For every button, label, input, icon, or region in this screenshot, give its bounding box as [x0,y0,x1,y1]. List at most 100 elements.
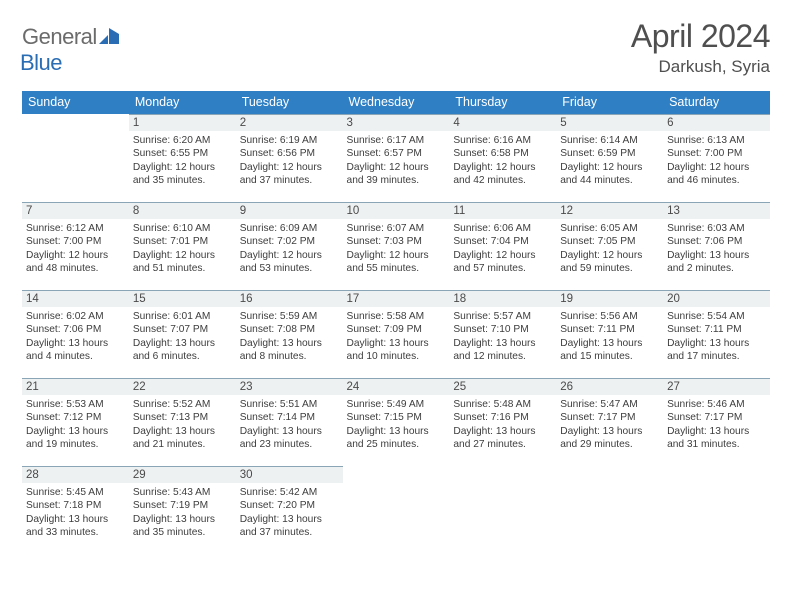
day-cell-inner: 27Sunrise: 5:46 AMSunset: 7:17 PMDayligh… [663,378,770,466]
sunrise-line: Sunrise: 5:53 AM [26,398,125,411]
sunrise-line: Sunrise: 5:58 AM [347,310,446,323]
day-number: 22 [129,378,236,395]
daylight-line-1: Daylight: 13 hours [240,425,339,438]
day-content: Sunrise: 5:47 AMSunset: 7:17 PMDaylight:… [556,395,663,466]
day-content: Sunrise: 6:16 AMSunset: 6:58 PMDaylight:… [449,131,556,202]
daylight-line-1: Daylight: 13 hours [667,425,766,438]
day-number: 8 [129,202,236,219]
sunrise-line: Sunrise: 6:12 AM [26,222,125,235]
location: Darkush, Syria [631,57,770,77]
calendar-day-cell [556,466,663,554]
calendar-day-cell: 2Sunrise: 6:19 AMSunset: 6:56 PMDaylight… [236,114,343,202]
sunset-line: Sunset: 7:16 PM [453,411,552,424]
calendar-day-cell: 30Sunrise: 5:42 AMSunset: 7:20 PMDayligh… [236,466,343,554]
daylight-line-1: Daylight: 13 hours [667,249,766,262]
daylight-line-2: and 12 minutes. [453,350,552,363]
calendar-day-cell: 24Sunrise: 5:49 AMSunset: 7:15 PMDayligh… [343,378,450,466]
daylight-line-1: Daylight: 12 hours [240,249,339,262]
daylight-line-1: Daylight: 12 hours [560,249,659,262]
sunset-line: Sunset: 7:14 PM [240,411,339,424]
day-cell-inner: 25Sunrise: 5:48 AMSunset: 7:16 PMDayligh… [449,378,556,466]
daylight-line-1: Daylight: 12 hours [240,161,339,174]
weekday-header: Thursday [449,91,556,114]
calendar-day-cell: 21Sunrise: 5:53 AMSunset: 7:12 PMDayligh… [22,378,129,466]
day-number: 13 [663,202,770,219]
calendar-day-cell: 22Sunrise: 5:52 AMSunset: 7:13 PMDayligh… [129,378,236,466]
weekday-header: Monday [129,91,236,114]
daylight-line-2: and 17 minutes. [667,350,766,363]
day-content: Sunrise: 6:09 AMSunset: 7:02 PMDaylight:… [236,219,343,290]
daylight-line-1: Daylight: 13 hours [453,425,552,438]
daylight-line-2: and 53 minutes. [240,262,339,275]
day-cell-inner: 29Sunrise: 5:43 AMSunset: 7:19 PMDayligh… [129,466,236,554]
day-cell-inner: 20Sunrise: 5:54 AMSunset: 7:11 PMDayligh… [663,290,770,378]
day-content: Sunrise: 6:12 AMSunset: 7:00 PMDaylight:… [22,219,129,290]
day-content: Sunrise: 5:45 AMSunset: 7:18 PMDaylight:… [22,483,129,554]
day-content: Sunrise: 5:52 AMSunset: 7:13 PMDaylight:… [129,395,236,466]
sunrise-line: Sunrise: 5:42 AM [240,486,339,499]
sunset-line: Sunset: 7:13 PM [133,411,232,424]
sunrise-line: Sunrise: 5:45 AM [26,486,125,499]
calendar-day-cell: 18Sunrise: 5:57 AMSunset: 7:10 PMDayligh… [449,290,556,378]
sunset-line: Sunset: 7:11 PM [667,323,766,336]
day-cell-inner: 22Sunrise: 5:52 AMSunset: 7:13 PMDayligh… [129,378,236,466]
day-cell-inner: 7Sunrise: 6:12 AMSunset: 7:00 PMDaylight… [22,202,129,290]
sunset-line: Sunset: 6:56 PM [240,147,339,160]
daylight-line-1: Daylight: 13 hours [667,337,766,350]
day-content: Sunrise: 5:49 AMSunset: 7:15 PMDaylight:… [343,395,450,466]
calendar-day-cell: 28Sunrise: 5:45 AMSunset: 7:18 PMDayligh… [22,466,129,554]
daylight-line-2: and 39 minutes. [347,174,446,187]
calendar-day-cell: 11Sunrise: 6:06 AMSunset: 7:04 PMDayligh… [449,202,556,290]
day-cell-inner: 24Sunrise: 5:49 AMSunset: 7:15 PMDayligh… [343,378,450,466]
sunrise-line: Sunrise: 6:09 AM [240,222,339,235]
sunrise-line: Sunrise: 5:47 AM [560,398,659,411]
daylight-line-1: Daylight: 13 hours [26,337,125,350]
brand-logo: GeneralBlue [22,18,119,76]
day-content: Sunrise: 6:07 AMSunset: 7:03 PMDaylight:… [343,219,450,290]
sunrise-line: Sunrise: 5:54 AM [667,310,766,323]
sunrise-line: Sunrise: 6:05 AM [560,222,659,235]
sunset-line: Sunset: 7:02 PM [240,235,339,248]
calendar-day-cell [449,466,556,554]
day-cell-inner: 10Sunrise: 6:07 AMSunset: 7:03 PMDayligh… [343,202,450,290]
day-content: Sunrise: 5:43 AMSunset: 7:19 PMDaylight:… [129,483,236,554]
day-content: Sunrise: 6:13 AMSunset: 7:00 PMDaylight:… [663,131,770,202]
day-cell-inner: 15Sunrise: 6:01 AMSunset: 7:07 PMDayligh… [129,290,236,378]
calendar-day-cell: 14Sunrise: 6:02 AMSunset: 7:06 PMDayligh… [22,290,129,378]
daylight-line-2: and 8 minutes. [240,350,339,363]
calendar-day-cell: 20Sunrise: 5:54 AMSunset: 7:11 PMDayligh… [663,290,770,378]
calendar-week-row: 7Sunrise: 6:12 AMSunset: 7:00 PMDaylight… [22,202,770,290]
day-cell-inner: 23Sunrise: 5:51 AMSunset: 7:14 PMDayligh… [236,378,343,466]
daylight-line-1: Daylight: 13 hours [26,425,125,438]
calendar-table: SundayMondayTuesdayWednesdayThursdayFrid… [22,91,770,554]
calendar-day-cell: 16Sunrise: 5:59 AMSunset: 7:08 PMDayligh… [236,290,343,378]
sunset-line: Sunset: 7:09 PM [347,323,446,336]
day-content: Sunrise: 5:59 AMSunset: 7:08 PMDaylight:… [236,307,343,378]
calendar-day-cell [343,466,450,554]
calendar-day-cell: 5Sunrise: 6:14 AMSunset: 6:59 PMDaylight… [556,114,663,202]
day-content: Sunrise: 6:06 AMSunset: 7:04 PMDaylight:… [449,219,556,290]
sunrise-line: Sunrise: 6:14 AM [560,134,659,147]
day-content: Sunrise: 6:14 AMSunset: 6:59 PMDaylight:… [556,131,663,202]
daylight-line-1: Daylight: 13 hours [240,513,339,526]
day-number: 3 [343,114,450,131]
sunrise-line: Sunrise: 5:52 AM [133,398,232,411]
daylight-line-1: Daylight: 12 hours [133,249,232,262]
calendar-page: GeneralBlue April 2024 Darkush, Syria Su… [0,0,792,612]
sunrise-line: Sunrise: 6:17 AM [347,134,446,147]
day-number: 11 [449,202,556,219]
day-cell-inner: 1Sunrise: 6:20 AMSunset: 6:55 PMDaylight… [129,114,236,202]
daylight-line-1: Daylight: 12 hours [347,249,446,262]
day-content: Sunrise: 5:56 AMSunset: 7:11 PMDaylight:… [556,307,663,378]
day-number: 9 [236,202,343,219]
calendar-week-row: 1Sunrise: 6:20 AMSunset: 6:55 PMDaylight… [22,114,770,202]
calendar-day-cell: 26Sunrise: 5:47 AMSunset: 7:17 PMDayligh… [556,378,663,466]
sunset-line: Sunset: 7:15 PM [347,411,446,424]
sunset-line: Sunset: 7:10 PM [453,323,552,336]
calendar-body: 1Sunrise: 6:20 AMSunset: 6:55 PMDaylight… [22,114,770,554]
calendar-day-cell: 15Sunrise: 6:01 AMSunset: 7:07 PMDayligh… [129,290,236,378]
day-content: Sunrise: 5:51 AMSunset: 7:14 PMDaylight:… [236,395,343,466]
sunset-line: Sunset: 7:20 PM [240,499,339,512]
sunset-line: Sunset: 7:00 PM [667,147,766,160]
daylight-line-1: Daylight: 12 hours [560,161,659,174]
